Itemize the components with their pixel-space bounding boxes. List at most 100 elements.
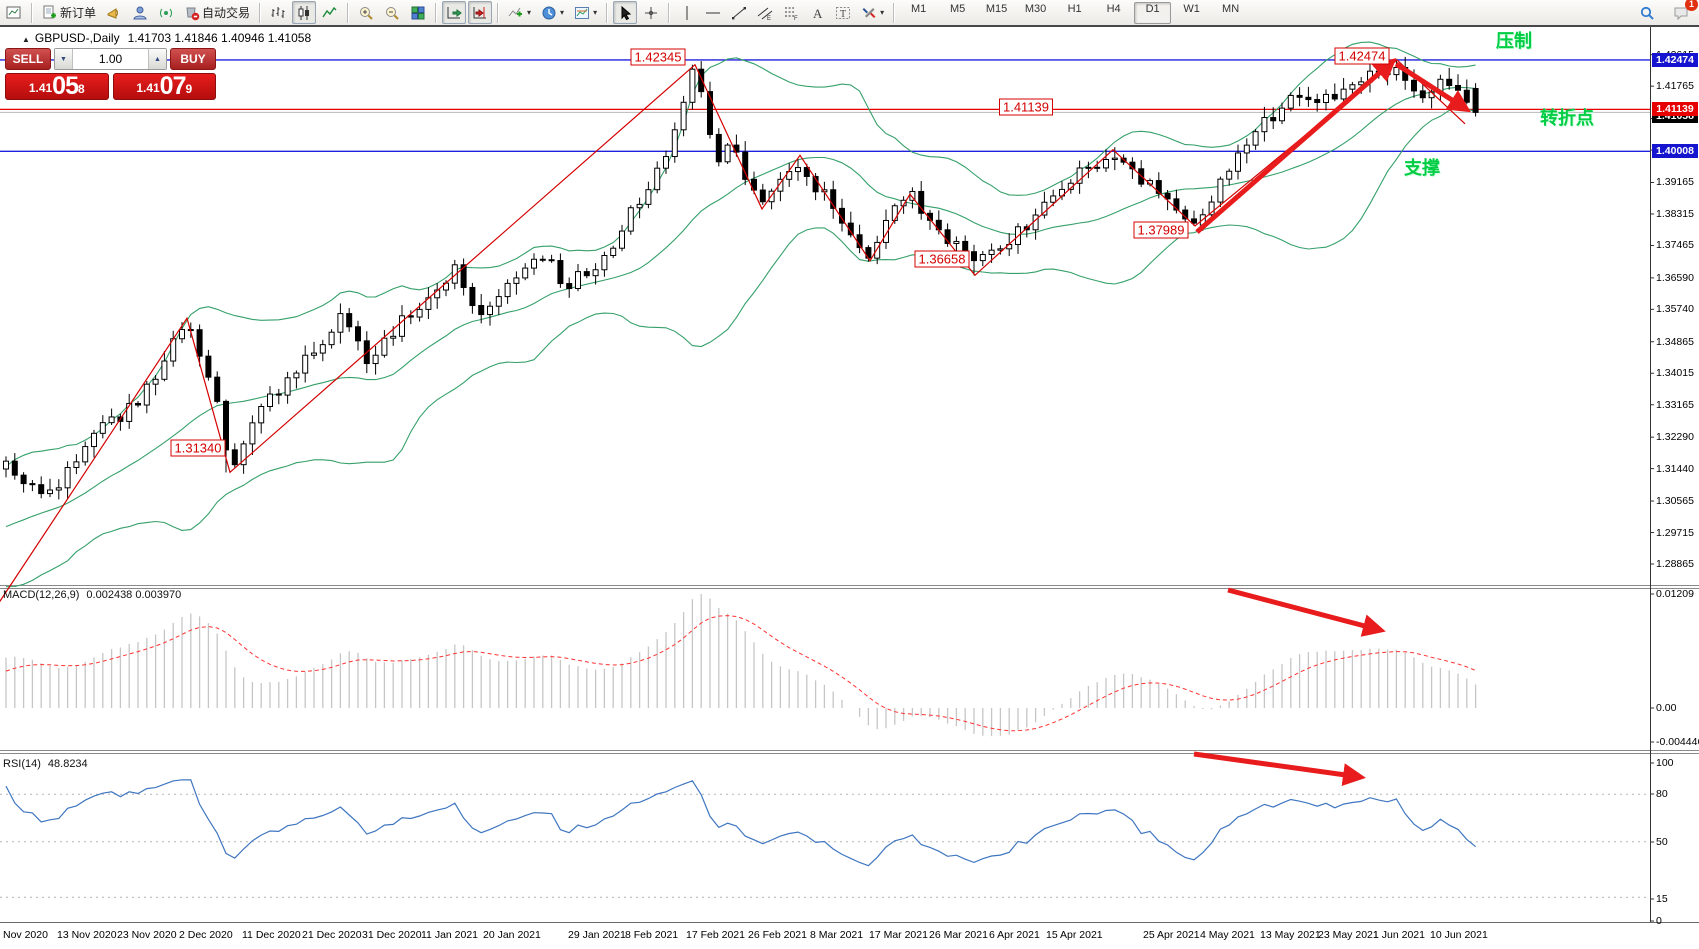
main-toolbar: 新订单 自动交易 ▾ ▾ ▾ ▾ M1 M5 M15 M30 H1 H4 D1 W1 MN 1	[0, 0, 1699, 27]
zoom-out-button[interactable]	[380, 1, 404, 24]
sell-button[interactable]: SELL	[5, 48, 51, 70]
text-label-icon	[835, 5, 851, 21]
vertical-line-icon	[679, 5, 695, 21]
volume-stepper: ▼ 1.00 ▲	[54, 48, 167, 70]
trendline-icon	[731, 5, 747, 21]
timeframe-d1-button[interactable]: D1	[1134, 1, 1172, 24]
text-button[interactable]	[805, 1, 829, 24]
news-icon	[158, 5, 174, 21]
templates-button[interactable]: ▾	[570, 1, 601, 24]
sell-price[interactable]: 1.41 05 8	[5, 73, 109, 100]
autotrading-icon	[184, 5, 200, 21]
timeframe-h1-button[interactable]: H1	[1067, 2, 1082, 15]
toolbar-button-label: 新订单	[60, 6, 97, 20]
zoom-in-button[interactable]	[354, 1, 378, 24]
chart-shift-button[interactable]	[468, 1, 493, 24]
chevron-down-icon: ▾	[593, 8, 598, 17]
zoom-out-icon	[384, 5, 400, 21]
indicators-icon	[508, 5, 524, 21]
periods-icon	[541, 5, 557, 21]
equidistant-channel-button[interactable]	[753, 1, 777, 24]
notification-count-badge: 1	[1685, 0, 1698, 11]
cursor-button[interactable]	[613, 1, 638, 24]
fibonacci-icon	[783, 5, 799, 21]
horizontal-line-button[interactable]	[701, 1, 725, 24]
toolbar-separator	[606, 2, 609, 23]
sell-price-big: 05	[52, 72, 79, 100]
timeframe-m1-button[interactable]: M1	[910, 2, 927, 15]
timeframe-h4-button[interactable]: H4	[1106, 2, 1121, 15]
toolbar-separator	[668, 2, 671, 23]
arrows-button[interactable]: ▾	[857, 1, 888, 24]
horn-icon-icon	[106, 5, 122, 21]
buy-price-big: 07	[159, 72, 187, 100]
chevron-down-icon: ▾	[560, 8, 565, 17]
templates-icon	[574, 5, 590, 21]
timeframe-w1-button[interactable]: W1	[1183, 2, 1200, 15]
tile-windows-button[interactable]	[406, 1, 430, 24]
toolbar-separator	[31, 2, 33, 23]
timeframe-m5-button[interactable]: M5	[949, 2, 966, 15]
bar-chart-button[interactable]	[266, 1, 290, 24]
new-order-icon	[42, 5, 58, 21]
toolbar-separator	[259, 2, 262, 23]
text-icon	[809, 5, 825, 21]
volume-input[interactable]: 1.00	[98, 52, 123, 66]
macd-pane	[5, 594, 1477, 737]
search-icon	[1639, 5, 1655, 21]
mailbox-button[interactable]	[128, 1, 152, 24]
buy-price-prefix: 1.41	[136, 81, 160, 95]
toolbar-button-label: 自动交易	[202, 6, 251, 20]
chevron-down-icon: ▾	[880, 8, 885, 17]
toolbar-separator	[435, 2, 438, 23]
candlestick-chart-icon	[296, 5, 312, 21]
toolbar-separator	[497, 2, 500, 23]
news-button[interactable]	[154, 1, 178, 24]
candlesticks	[3, 56, 1479, 500]
buy-price[interactable]: 1.41 07 9	[112, 72, 216, 100]
one-click-trading-panel: SELL ▼ 1.00 ▲ BUY 1.41 05 8 1.41 07 9	[5, 48, 216, 100]
candlestick-chart-button[interactable]	[292, 1, 317, 24]
tile-windows-icon	[410, 5, 426, 21]
crosshair-button[interactable]	[639, 1, 663, 24]
indicators-button[interactable]: ▾	[504, 1, 535, 24]
zoom-in-icon	[358, 5, 374, 21]
fibonacci-button[interactable]	[779, 1, 803, 24]
new-order-button[interactable]: 新订单	[38, 1, 100, 24]
auto-scroll-icon	[446, 5, 462, 21]
periods-button[interactable]: ▾	[537, 1, 568, 24]
mailbox-icon	[132, 5, 148, 21]
timeframe-m15-button[interactable]: M15	[985, 2, 1008, 15]
horizontal-line-icon	[705, 5, 721, 21]
autotrading-button[interactable]: 自动交易	[180, 1, 254, 24]
crosshair-icon	[643, 5, 659, 21]
vertical-line-button[interactable]	[675, 1, 699, 24]
toolbar-separator	[893, 2, 896, 23]
line-chart-icon	[322, 5, 338, 21]
arrows-icon	[861, 5, 877, 21]
volume-decrease-button[interactable]: ▼	[55, 49, 73, 69]
bar-chart-icon	[270, 5, 286, 21]
text-label-button[interactable]	[831, 1, 855, 24]
sell-price-prefix: 1.41	[28, 81, 53, 95]
auto-scroll-button[interactable]	[442, 1, 467, 24]
new-chart-icon	[6, 5, 22, 21]
horn-icon-button[interactable]	[102, 1, 126, 24]
equidistant-channel-icon	[757, 5, 773, 21]
toolbar-separator	[347, 2, 350, 23]
new-chart-button[interactable]	[2, 1, 26, 24]
timeframe-mn-button[interactable]: MN	[1222, 2, 1240, 15]
notifications-button[interactable]: 1	[1669, 0, 1698, 24]
search-button[interactable]	[1635, 1, 1659, 24]
trendline-button[interactable]	[727, 1, 751, 24]
sell-price-sup: 8	[77, 82, 85, 96]
cursor-icon	[617, 5, 633, 21]
chart-shift-icon	[472, 5, 488, 21]
line-chart-button[interactable]	[318, 1, 342, 24]
volume-increase-button[interactable]: ▲	[148, 49, 166, 69]
chevron-down-icon: ▾	[527, 8, 532, 17]
timeframe-m30-button[interactable]: M30	[1024, 2, 1047, 15]
buy-button[interactable]: BUY	[170, 48, 216, 70]
